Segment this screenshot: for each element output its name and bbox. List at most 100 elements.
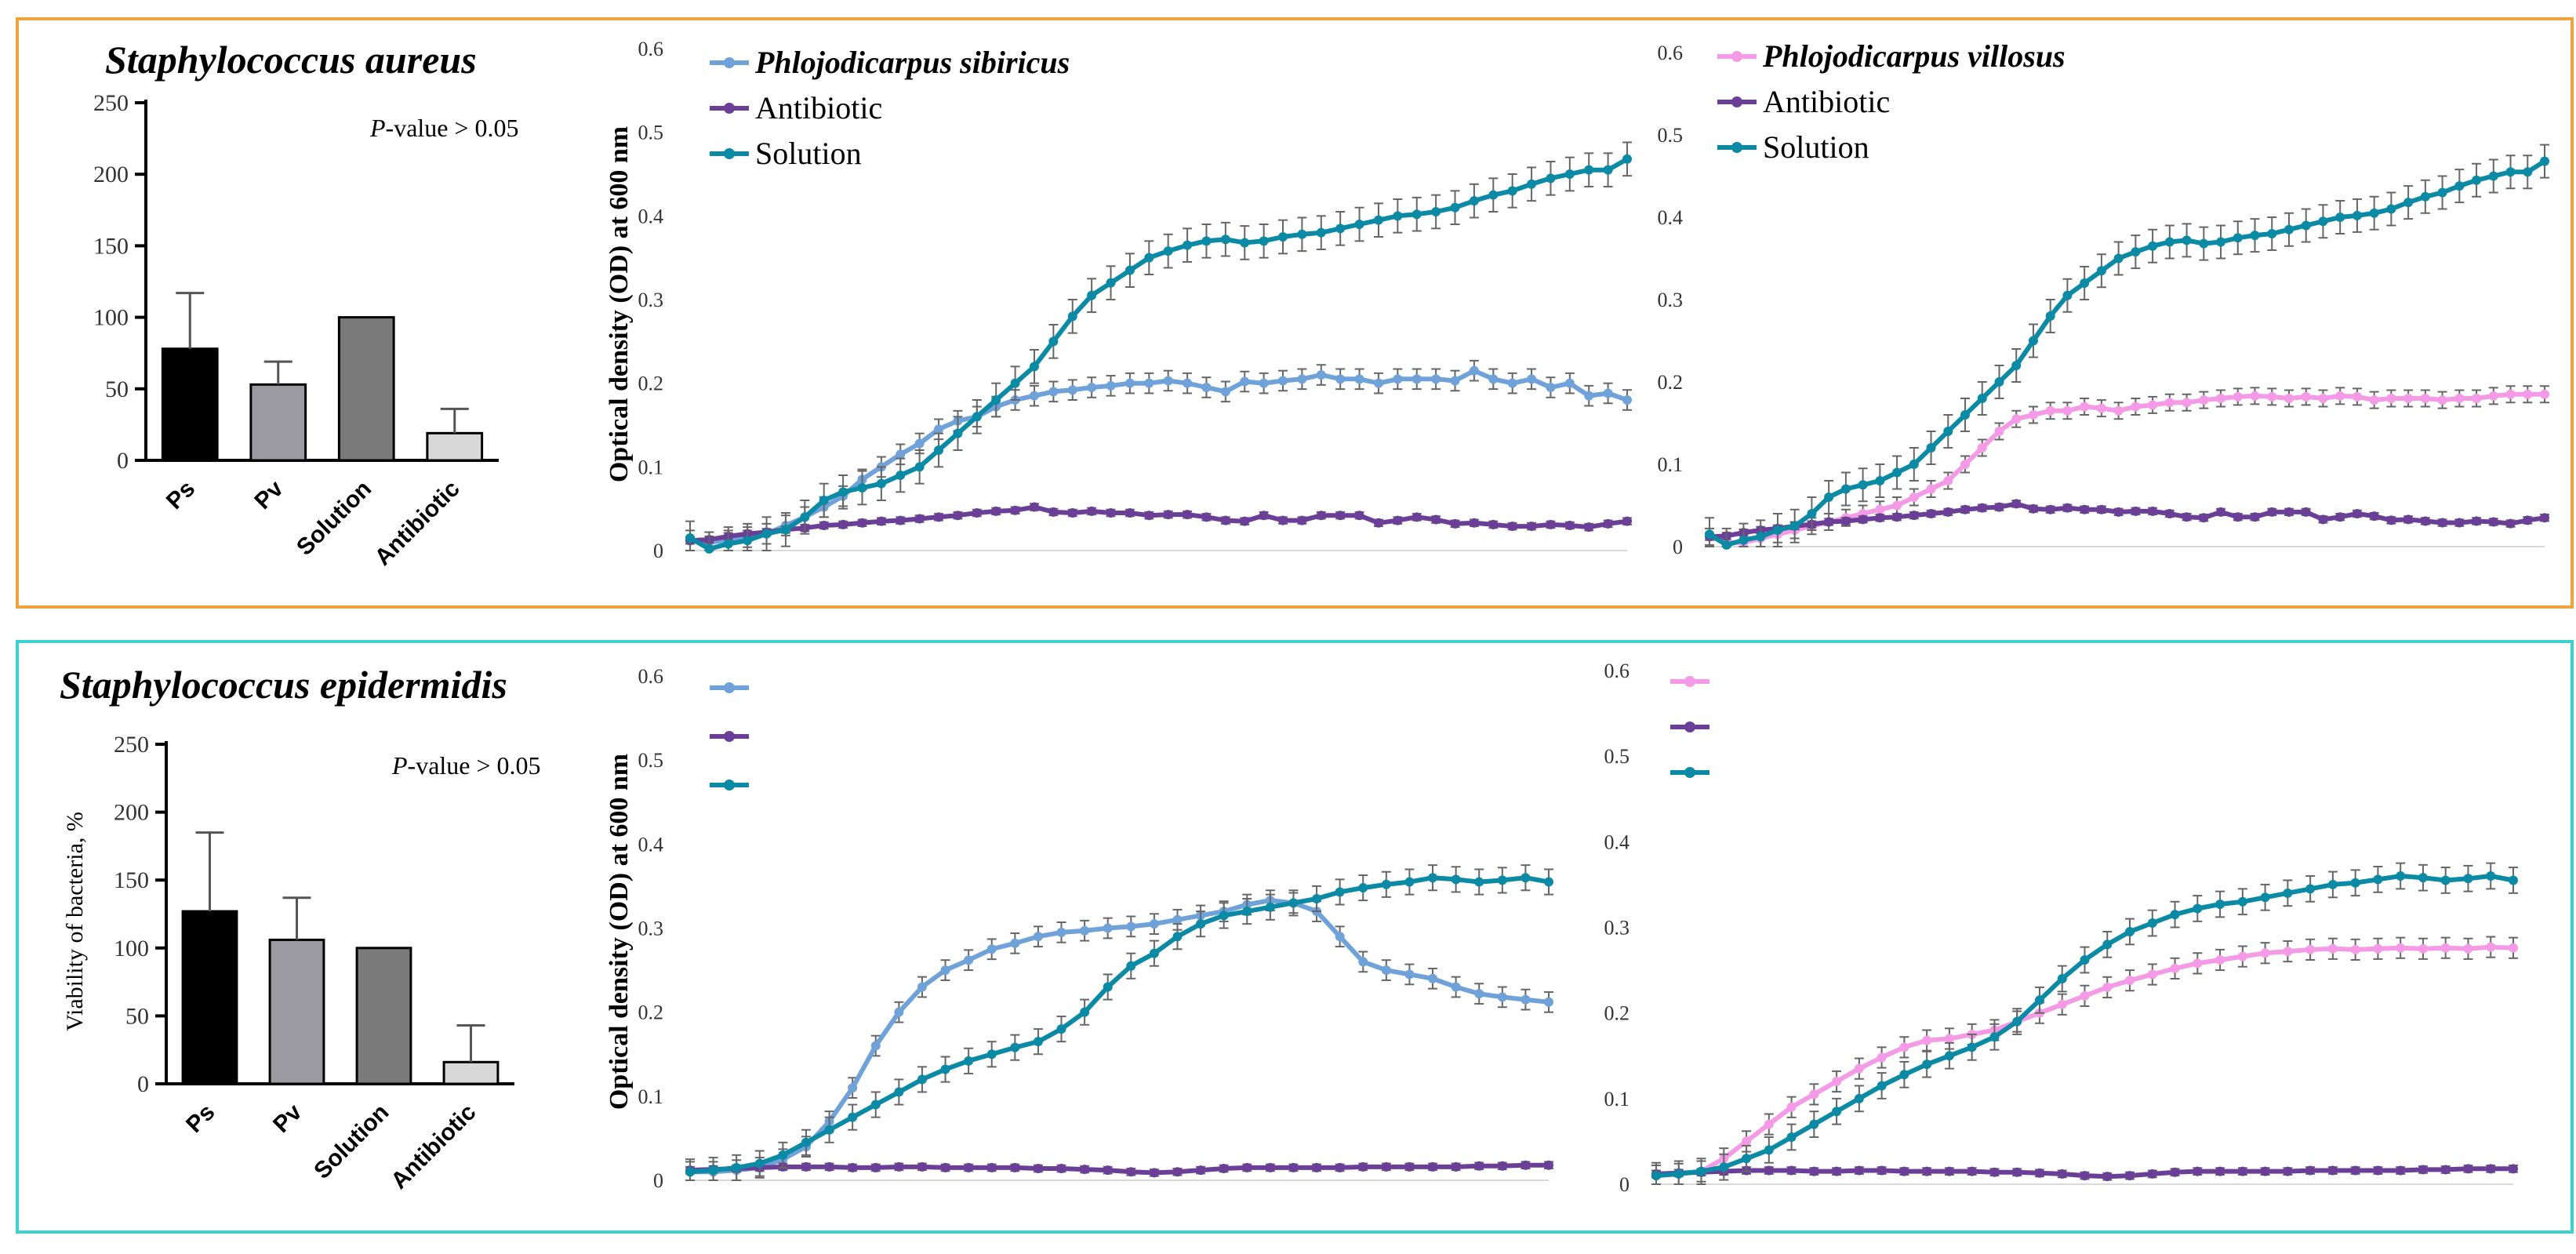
data-point <box>876 516 886 526</box>
data-point <box>2267 391 2277 402</box>
data-point <box>2215 1166 2225 1176</box>
data-point <box>2418 873 2428 883</box>
data-point <box>2486 942 2496 952</box>
data-point <box>934 424 944 434</box>
data-point <box>2260 892 2270 903</box>
data-point <box>1721 540 1731 550</box>
data-point <box>1909 493 1919 502</box>
data-point <box>986 1049 997 1060</box>
data-point <box>1546 519 1556 529</box>
data-point <box>857 518 867 528</box>
data-point <box>1316 227 1326 238</box>
data-point <box>986 1162 997 1172</box>
data-point <box>1994 502 2004 512</box>
data-point <box>1431 374 1441 384</box>
data-point <box>2318 514 2328 525</box>
data-point <box>2437 187 2447 198</box>
data-point <box>1404 1161 1415 1172</box>
data-point <box>2318 216 2328 227</box>
bar <box>355 947 412 1085</box>
data-point <box>801 1137 811 1147</box>
line-chart-y-axis-title: Optical density (OD) at 600 nm <box>605 126 634 482</box>
data-point <box>1335 887 1345 897</box>
data-point <box>917 1161 927 1172</box>
data-point <box>2034 1168 2044 1178</box>
data-point <box>1240 516 1250 526</box>
data-point <box>953 511 963 521</box>
y-tick-label: 250 <box>114 732 149 758</box>
data-point <box>1909 511 1919 521</box>
data-point <box>1877 1081 1887 1091</box>
aureus-panel-frame <box>16 17 2574 609</box>
data-point <box>2305 884 2316 894</box>
data-point <box>1297 229 1307 239</box>
data-point <box>1220 387 1230 397</box>
data-point <box>2011 499 2022 509</box>
data-point <box>1488 519 1499 529</box>
data-point <box>2216 237 2226 247</box>
data-point <box>2505 167 2516 177</box>
data-point <box>2327 943 2338 954</box>
data-point <box>2472 516 2482 526</box>
data-point <box>1381 879 1391 889</box>
y-tick-label: 0.5 <box>638 749 664 772</box>
bar <box>161 347 219 462</box>
data-point <box>1297 374 1307 384</box>
data-point <box>1163 376 1173 386</box>
data-point <box>1103 923 1113 933</box>
data-point <box>940 1162 950 1172</box>
data-point <box>824 1125 834 1135</box>
data-point <box>1312 1162 1322 1172</box>
data-point <box>1824 493 1834 502</box>
data-point <box>870 1162 881 1172</box>
data-point <box>2509 943 2518 953</box>
data-point <box>2216 394 2226 403</box>
y-tick-label: 0.6 <box>638 665 664 688</box>
data-point <box>1858 514 1868 525</box>
data-point <box>1125 508 1135 518</box>
data-point <box>1527 522 1537 532</box>
bar <box>442 1060 500 1085</box>
data-point <box>1201 512 1212 522</box>
data-point <box>2028 410 2038 420</box>
data-point <box>1335 1162 1345 1172</box>
data-point <box>1431 207 1441 216</box>
data-point <box>894 1087 904 1097</box>
y-tick-label: 0.2 <box>638 373 664 395</box>
data-point <box>1106 278 1116 288</box>
data-point <box>1840 484 1851 494</box>
data-point <box>2373 1165 2383 1176</box>
data-point <box>1832 1166 1842 1176</box>
data-point <box>1381 1161 1391 1172</box>
legend-marker <box>724 731 735 742</box>
data-point <box>2472 175 2482 185</box>
data-point <box>2131 402 2141 412</box>
data-point <box>1106 380 1116 391</box>
data-point <box>1527 374 1537 384</box>
aureus-ps-growth-chart: 0 0.1 0.2 0.3 0.4 0.5 0.6 Phlojodicarpus sibiri… <box>638 38 1632 562</box>
data-point <box>1048 336 1059 347</box>
legend-marker <box>1684 676 1695 687</box>
data-point <box>2488 517 2498 527</box>
data-point <box>1312 893 1322 903</box>
data-point <box>2523 389 2533 399</box>
data-point <box>1546 383 1556 392</box>
data-point <box>2045 504 2055 514</box>
data-point <box>1029 362 1039 372</box>
data-point <box>1126 1167 1136 1177</box>
data-point <box>1450 518 1460 529</box>
data-point <box>2102 940 2113 950</box>
data-point <box>972 412 982 422</box>
data-point <box>2237 1166 2247 1176</box>
data-point <box>1960 504 1971 514</box>
data-point <box>940 965 950 976</box>
data-point <box>2327 879 2338 889</box>
series-antibiotic <box>1705 499 2549 542</box>
data-point <box>1967 1042 1977 1052</box>
data-point <box>1786 1102 1797 1112</box>
data-point <box>2062 503 2073 513</box>
data-point <box>1373 378 1383 388</box>
data-point <box>1126 921 1136 932</box>
data-point <box>704 543 714 554</box>
data-point <box>2352 391 2362 402</box>
